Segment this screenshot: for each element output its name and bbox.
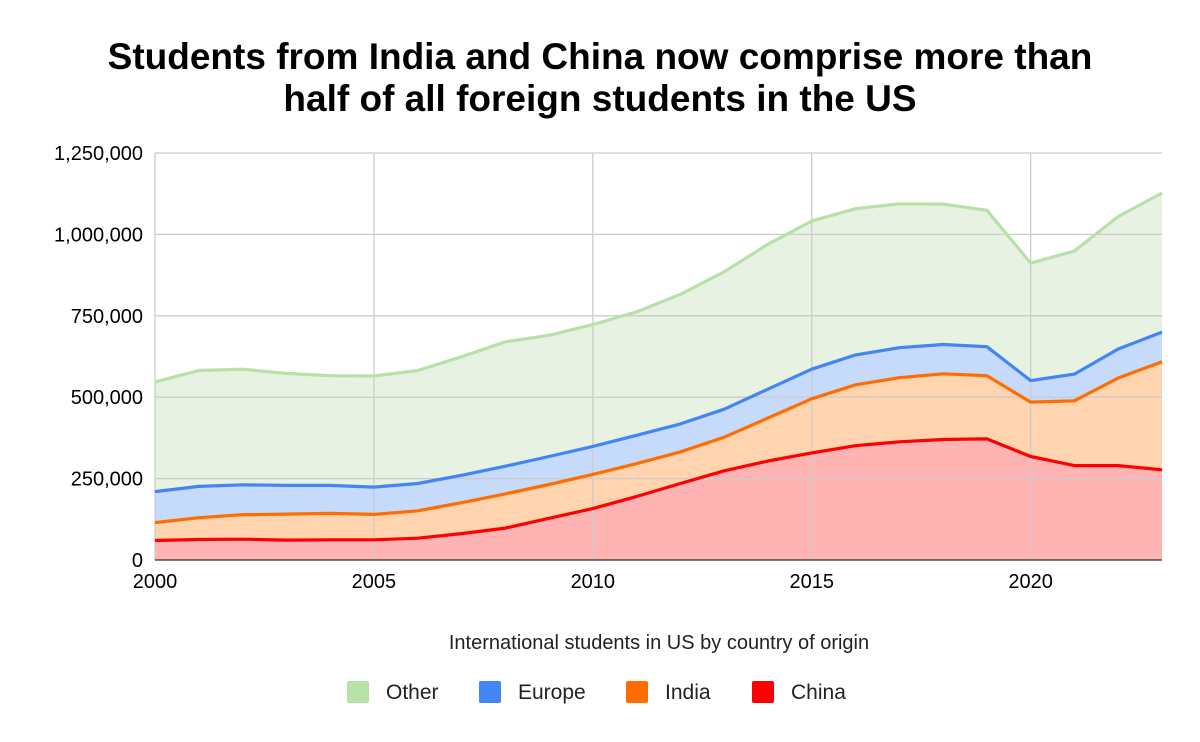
x-tick-label: 2005 <box>352 571 397 593</box>
series-lines <box>154 191 1163 543</box>
x-tick-label: 2010 <box>571 571 616 593</box>
y-tick-label: 500,000 <box>71 387 143 409</box>
x-tick-label: 2020 <box>1008 571 1053 593</box>
x-axis-title: International students in US by country … <box>449 632 869 654</box>
legend-item-other: Other <box>347 681 439 704</box>
plot-areas <box>155 193 1162 560</box>
legend-label: Other <box>386 681 439 704</box>
legend-swatch <box>479 681 501 703</box>
legend-item-china: China <box>752 681 846 704</box>
y-tick-label: 250,000 <box>71 469 143 491</box>
legend-swatch <box>347 681 369 703</box>
y-tick-label: 1,000,000 <box>54 224 143 246</box>
line-other <box>154 191 1163 384</box>
legend-item-europe: Europe <box>479 681 586 704</box>
legend-swatch <box>752 681 774 703</box>
legend: Other Europe India China <box>347 681 846 704</box>
x-tick-label: 2015 <box>789 571 834 593</box>
area-europe <box>155 332 1162 523</box>
y-tick-label: 0 <box>132 550 143 572</box>
legend-label: China <box>791 681 846 704</box>
line-china <box>154 437 1163 543</box>
chart-title-line-2: half of all foreign students in the US <box>283 78 916 119</box>
area-india <box>155 361 1162 541</box>
line-europe <box>154 330 1163 494</box>
legend-item-india: India <box>626 681 711 704</box>
legend-swatch <box>626 681 648 703</box>
area-other <box>155 193 1162 492</box>
legend-label: India <box>665 681 711 704</box>
x-tick-label: 2000 <box>133 571 178 593</box>
x-axis-tick-labels: 2000 2005 2010 2015 2020 <box>133 571 1053 593</box>
y-axis-tick-labels: 0 250,000 500,000 750,000 1,000,000 1,250,000 <box>54 143 143 572</box>
y-tick-label: 750,000 <box>71 306 143 328</box>
area-china <box>155 438 1162 560</box>
y-tick-label: 1,250,000 <box>54 143 143 165</box>
grid-lines <box>154 152 1162 560</box>
chart-title-line-1: Students from India and China now compri… <box>108 36 1093 77</box>
line-india <box>154 360 1163 525</box>
legend-label: Europe <box>518 681 586 704</box>
